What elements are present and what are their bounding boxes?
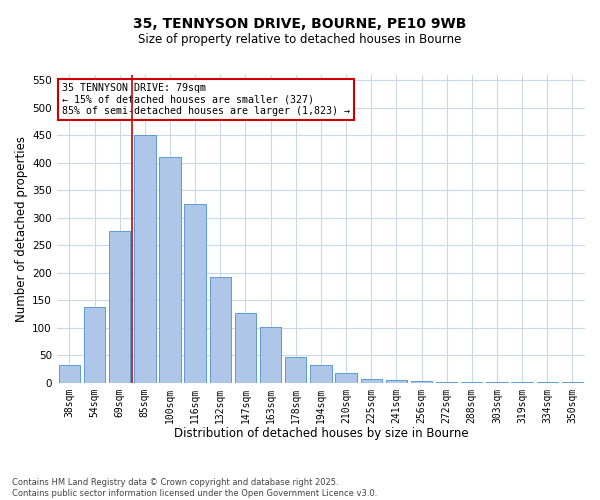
Bar	[59, 364, 80, 382]
Bar	[335, 373, 357, 382]
Bar	[285, 357, 307, 382]
Bar	[411, 381, 432, 382]
Text: 35 TENNYSON DRIVE: 79sqm
← 15% of detached houses are smaller (327)
85% of semi-: 35 TENNYSON DRIVE: 79sqm ← 15% of detach…	[62, 82, 350, 116]
Text: Size of property relative to detached houses in Bourne: Size of property relative to detached ho…	[139, 32, 461, 46]
Bar	[361, 379, 382, 382]
Bar	[386, 380, 407, 382]
Bar	[310, 365, 332, 382]
Bar	[184, 204, 206, 382]
Bar	[134, 136, 155, 382]
Bar	[209, 277, 231, 382]
Bar	[84, 308, 105, 382]
Bar	[235, 313, 256, 382]
Text: Contains HM Land Registry data © Crown copyright and database right 2025.
Contai: Contains HM Land Registry data © Crown c…	[12, 478, 377, 498]
Bar	[260, 327, 281, 382]
Text: 35, TENNYSON DRIVE, BOURNE, PE10 9WB: 35, TENNYSON DRIVE, BOURNE, PE10 9WB	[133, 18, 467, 32]
X-axis label: Distribution of detached houses by size in Bourne: Distribution of detached houses by size …	[173, 427, 468, 440]
Bar	[109, 230, 130, 382]
Y-axis label: Number of detached properties: Number of detached properties	[15, 136, 28, 322]
Bar	[159, 158, 181, 382]
